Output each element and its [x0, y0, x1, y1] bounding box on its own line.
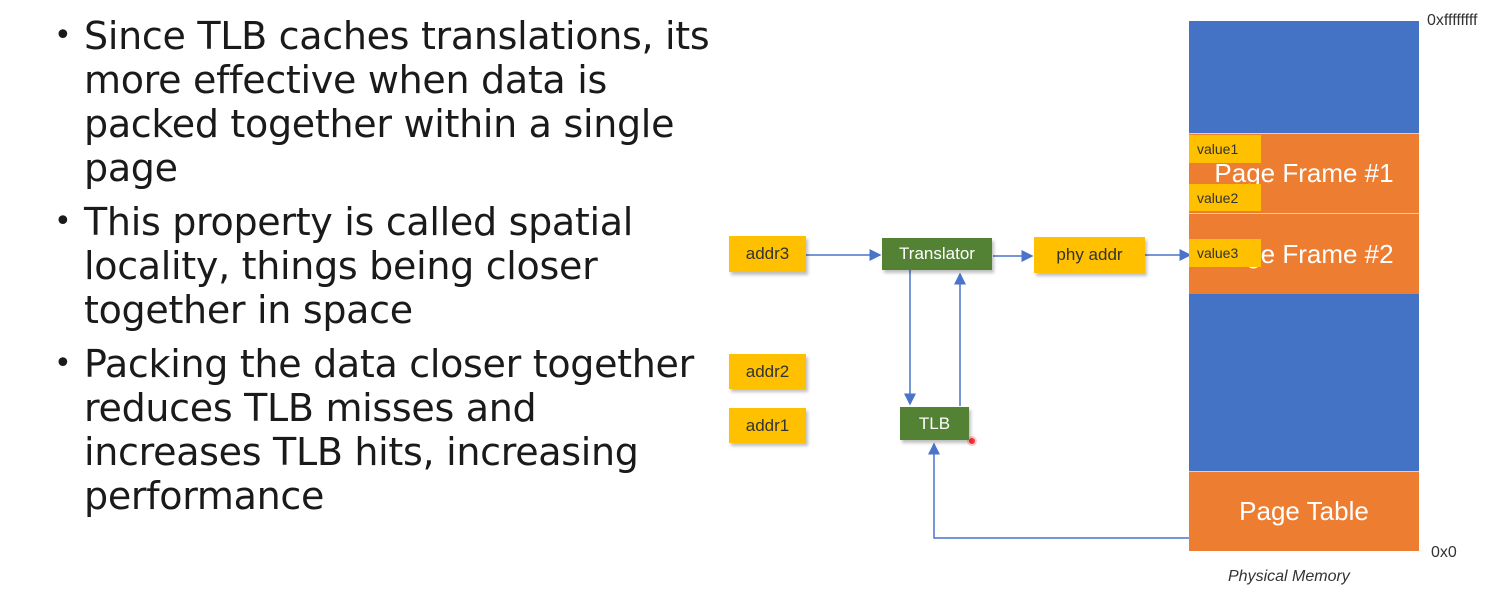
page-frame-1: Page Frame #1	[1189, 133, 1419, 213]
page-frame-1-label: Page Frame #1	[1214, 158, 1394, 188]
translator-box: Translator	[882, 238, 992, 270]
addr3-box: addr3	[729, 236, 806, 272]
value3-box: value3	[1189, 239, 1261, 267]
arrow-page-table-to-tlb	[928, 442, 1189, 539]
tlb-box: TLB	[900, 407, 969, 440]
page-table-label: Page Table	[1239, 496, 1369, 526]
value1-box: value1	[1189, 135, 1261, 163]
phy-addr-box: phy addr	[1034, 237, 1145, 273]
memory-free-middle	[1189, 294, 1419, 471]
top-address-label: 0xffffffff	[1427, 12, 1478, 29]
page-table: Page Table	[1189, 471, 1419, 551]
cursor-dot	[967, 436, 977, 446]
bullet-list: Since TLB caches translations, its more …	[52, 14, 712, 528]
bullet-item: This property is called spatial locality…	[52, 200, 712, 332]
bottom-address-label: 0x0	[1431, 544, 1457, 561]
addr2-box: addr2	[729, 354, 806, 389]
addr1-box: addr1	[729, 408, 806, 443]
bullet-item: Packing the data closer together reduces…	[52, 342, 712, 518]
memory-free-top	[1189, 21, 1419, 133]
memory-caption: Physical Memory	[1228, 568, 1350, 585]
value2-box: value2	[1189, 184, 1261, 211]
bullet-item: Since TLB caches translations, its more …	[52, 14, 712, 190]
